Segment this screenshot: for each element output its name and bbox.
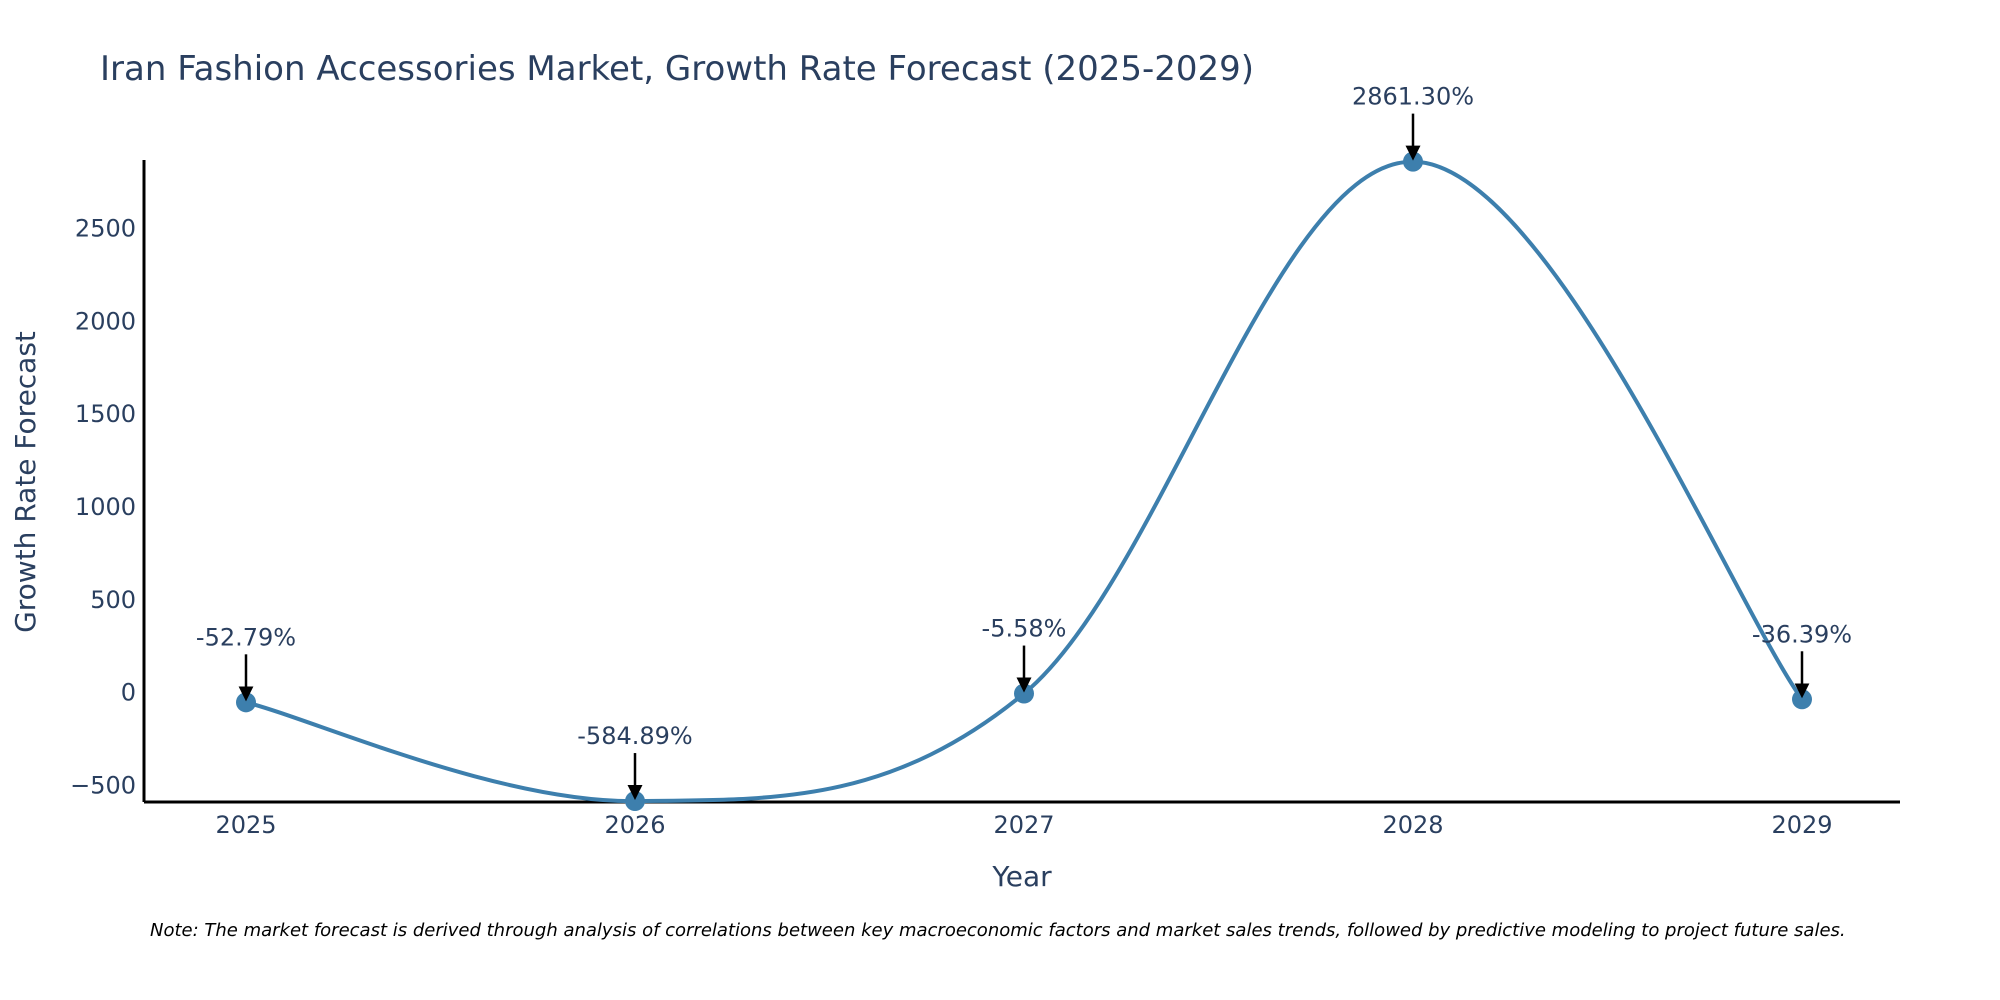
data-points (236, 151, 1812, 812)
y-tick-label: 0 (121, 679, 136, 707)
data-annotations: -52.79% -584.89% -5.58% 2861.30% -36.39% (196, 83, 1852, 801)
series-line (245, 159, 1804, 804)
y-tick-label: 1000 (75, 493, 136, 521)
x-tick-label: 2028 (1382, 811, 1443, 839)
x-axis-title: Year (991, 860, 1052, 893)
chart-title: Iran Fashion Accessories Market, Growth … (100, 49, 1254, 89)
data-label: -52.79% (196, 623, 296, 651)
data-label: -5.58% (982, 615, 1067, 643)
y-tick-label: 1500 (75, 400, 136, 428)
y-tick-label: 2000 (75, 307, 136, 335)
x-tick-label: 2027 (993, 811, 1054, 839)
x-tick-label: 2026 (604, 811, 665, 839)
x-axis-ticks: 2025 2026 2027 2028 2029 (215, 811, 1832, 839)
y-tick-label: 2500 (75, 215, 136, 243)
x-tick-label: 2025 (215, 811, 276, 839)
y-axis-title: Growth Rate Forecast (9, 331, 42, 633)
x-tick-label: 2029 (1771, 811, 1832, 839)
y-tick-label: 500 (90, 586, 136, 614)
data-label: -36.39% (1752, 620, 1852, 648)
y-axis-ticks: −500 0 500 1000 1500 2000 2500 (70, 215, 136, 800)
y-tick-label: −500 (70, 771, 136, 799)
footnote: Note: The market forecast is derived thr… (150, 920, 1846, 941)
data-label: -584.89% (577, 722, 692, 750)
data-label: 2861.30% (1352, 83, 1474, 111)
